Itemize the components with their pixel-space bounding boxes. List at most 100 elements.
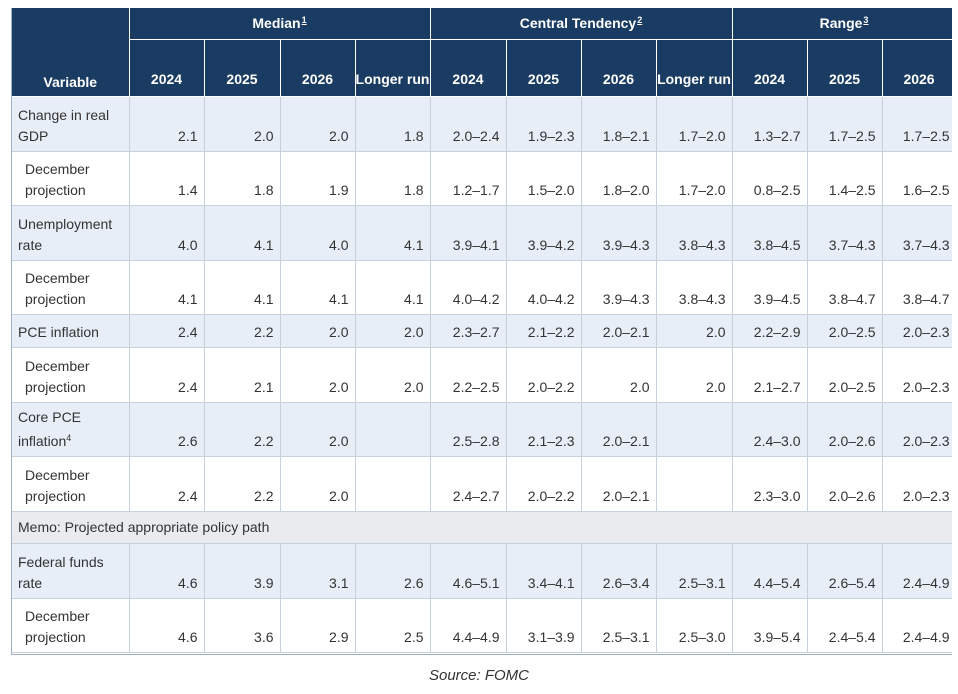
- central-value-cell: 3.9–4.3: [581, 260, 657, 315]
- year-header: 2025: [506, 39, 582, 97]
- median-value-cell: 3.9: [204, 543, 281, 599]
- median-value-cell: 4.0: [129, 205, 205, 261]
- variable-row: PCE inflation 2.4 2.2 2.0 2.0 2.3–2.7 2.1–2.2 2…: [12, 314, 952, 348]
- year-header: 2025: [204, 39, 281, 97]
- range-value-cell: 1.7–2.5: [882, 96, 952, 152]
- median-value-cell: 1.8: [355, 96, 431, 152]
- central-value-cell: 3.4–4.1: [506, 543, 582, 599]
- footnote-1[interactable]: 1: [301, 15, 307, 26]
- central-value-cell: 2.3–2.7: [430, 314, 507, 348]
- central-value-cell: 3.9–4.3: [581, 205, 657, 261]
- median-value-cell: 2.0: [280, 347, 356, 403]
- year-header-row: 2024 2025 2026 Longer run 2024 2025 2026…: [12, 39, 952, 97]
- range-value-cell: 2.0–2.6: [807, 402, 883, 457]
- central-value-cell: 2.0–2.1: [581, 402, 657, 457]
- central-value-cell: 2.2–2.5: [430, 347, 507, 403]
- year-header: 2026: [882, 39, 952, 97]
- median-value-cell: 2.0: [280, 314, 356, 348]
- longer-run-header: Longer run: [656, 39, 733, 97]
- central-value-cell: 1.8–2.1: [581, 96, 657, 152]
- range-value-cell: 3.7–4.3: [882, 205, 952, 261]
- range-value-cell: 2.0–2.6: [807, 456, 883, 512]
- range-value-cell: 3.8–4.7: [882, 260, 952, 315]
- projection-row: December projection 2.4 2.1 2.0 2.0 2.2–2.5 2.…: [12, 347, 952, 403]
- range-value-cell: 2.4–4.9: [882, 598, 952, 653]
- range-value-cell: 2.6–5.4: [807, 543, 883, 599]
- central-value-cell: 1.8–2.0: [581, 151, 657, 206]
- median-value-cell: 2.5: [355, 598, 431, 653]
- median-value-cell: 4.1: [204, 205, 281, 261]
- range-value-cell: 2.4–5.4: [807, 598, 883, 653]
- central-value-cell: 2.5–3.1: [581, 598, 657, 653]
- central-value-cell: 1.5–2.0: [506, 151, 582, 206]
- projection-row: December projection 4.1 4.1 4.1 4.1 4.0–4.2 4.…: [12, 260, 952, 315]
- range-value-cell: 3.8–4.5: [732, 205, 808, 261]
- row-label: Change in real GDP: [12, 96, 130, 152]
- median-value-cell: 2.1: [204, 347, 281, 403]
- range-value-cell: 1.3–2.7: [732, 96, 808, 152]
- central-value-cell: 2.5–2.8: [430, 402, 507, 457]
- central-value-cell: 4.6–5.1: [430, 543, 507, 599]
- central-value-cell: 2.1–2.3: [506, 402, 582, 457]
- central-value-cell: 2.5–3.0: [656, 598, 733, 653]
- row-label: December projection: [12, 151, 130, 206]
- median-group-header: Median1: [129, 8, 431, 40]
- projection-row: December projection 4.6 3.6 2.9 2.5 4.4–4.9 3.…: [12, 598, 952, 653]
- central-value-cell: 2.0–2.1: [581, 456, 657, 512]
- variable-row: Unemployment rate 4.0 4.1 4.0 4.1 3.9–4.1 3.9–…: [12, 205, 952, 261]
- range-value-cell: 2.1–2.7: [732, 347, 808, 403]
- central-value-cell: 1.2–1.7: [430, 151, 507, 206]
- year-header: 2026: [280, 39, 356, 97]
- central-value-cell: 3.8–4.3: [656, 205, 733, 261]
- median-value-cell: 4.1: [355, 260, 431, 315]
- year-header: 2024: [732, 39, 808, 97]
- range-value-cell: 2.3–3.0: [732, 456, 808, 512]
- source-caption: Source: FOMC: [428, 667, 530, 684]
- economic-projections-table: Variable Median1 Central Tendency2 Range…: [12, 8, 952, 653]
- median-value-cell: 2.1: [129, 96, 205, 152]
- median-value-cell: 2.4: [129, 314, 205, 348]
- median-value-cell: 3.1: [280, 543, 356, 599]
- projections-table-container: Variable Median1 Central Tendency2 Range…: [11, 8, 952, 655]
- central-value-cell: 3.1–3.9: [506, 598, 582, 653]
- memo-label: Memo: Projected appropriate policy path: [12, 511, 952, 544]
- variable-header: Variable: [12, 8, 130, 97]
- footnote-2[interactable]: 2: [637, 15, 643, 26]
- central-value-cell: 3.9–4.1: [430, 205, 507, 261]
- projection-row: December projection 1.4 1.8 1.9 1.8 1.2–1.7 1.…: [12, 151, 952, 206]
- median-value-cell: 2.2: [204, 456, 281, 512]
- row-label: Core PCE inflation4: [12, 402, 130, 457]
- central-value-cell: 2.5–3.1: [656, 543, 733, 599]
- central-tendency-group-header: Central Tendency2: [430, 8, 733, 40]
- median-value-cell: 2.0: [280, 402, 356, 457]
- row-label: December projection: [12, 456, 130, 512]
- median-value-cell: 2.2: [204, 314, 281, 348]
- year-header: 2024: [430, 39, 507, 97]
- footnote-3[interactable]: 3: [863, 15, 869, 26]
- variable-row: Core PCE inflation4 2.6 2.2 2.0 2.5–2.8 2.1–2…: [12, 402, 952, 457]
- range-value-cell: 4.4–5.4: [732, 543, 808, 599]
- median-value-cell: 1.8: [204, 151, 281, 206]
- median-value-cell: 1.8: [355, 151, 431, 206]
- projection-row: December projection 2.4 2.2 2.0 2.4–2.7 2.0–2…: [12, 456, 952, 512]
- table-body: Change in real GDP 2.1 2.0 2.0 1.8 2.0–2.4 1.9…: [12, 96, 952, 653]
- range-value-cell: 1.4–2.5: [807, 151, 883, 206]
- median-value-cell: 4.1: [204, 260, 281, 315]
- central-value-cell: 2.6–3.4: [581, 543, 657, 599]
- range-value-cell: 2.0–2.3: [882, 347, 952, 403]
- median-value-cell: 2.9: [280, 598, 356, 653]
- range-value-cell: 1.7–2.5: [807, 96, 883, 152]
- median-value-cell: [355, 456, 431, 512]
- median-value-cell: 2.0: [355, 347, 431, 403]
- central-value-cell: 2.0–2.2: [506, 347, 582, 403]
- variable-row: Change in real GDP 2.1 2.0 2.0 1.8 2.0–2.4 1.9…: [12, 96, 952, 152]
- range-value-cell: 2.2–2.9: [732, 314, 808, 348]
- median-value-cell: 2.6: [355, 543, 431, 599]
- row-label: December projection: [12, 598, 130, 653]
- median-value-cell: 4.1: [355, 205, 431, 261]
- range-value-cell: 3.9–4.5: [732, 260, 808, 315]
- central-value-cell: 4.0–4.2: [506, 260, 582, 315]
- central-value-cell: 3.8–4.3: [656, 260, 733, 315]
- median-value-cell: 4.1: [280, 260, 356, 315]
- footnote-4[interactable]: 4: [66, 432, 72, 443]
